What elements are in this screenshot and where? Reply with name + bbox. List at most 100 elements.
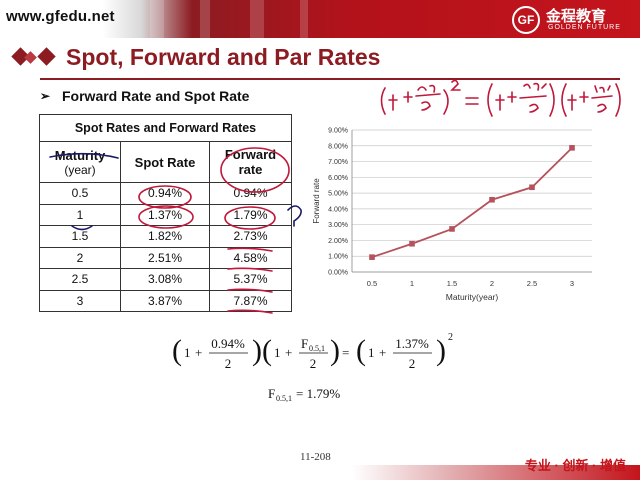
ink-glyph [523, 82, 547, 91]
formula-numerator: 1.37% [395, 336, 429, 351]
header-stripe [250, 0, 264, 38]
table-cell: 1.5 [39, 225, 121, 248]
table-cell: 0.94% [120, 182, 210, 205]
ink-fraction [591, 95, 613, 99]
ink-paren [561, 83, 567, 117]
data-point [529, 184, 535, 191]
logo-english-name: GOLDEN FUTURE [548, 24, 621, 31]
formula-plus: + [379, 345, 386, 360]
formula-paren: ( [172, 334, 182, 367]
data-point [449, 226, 455, 232]
series-line [371, 147, 573, 259]
footer-bar [0, 465, 640, 480]
ink-glyph [421, 101, 431, 111]
result-forward-var: F [268, 386, 275, 401]
ink-glyph [529, 103, 539, 113]
y-tick-label: 9.00% [328, 128, 348, 135]
y-tick-label: 4.00% [328, 206, 348, 213]
table-cell: 2.51% [120, 246, 210, 269]
ink-paren [549, 83, 555, 117]
ink-glyph [388, 94, 398, 111]
ink-glyph [495, 94, 505, 111]
x-tick-label: 1.5 [447, 279, 457, 288]
data-point [489, 196, 495, 203]
table-cell: 7.87% [209, 289, 292, 312]
formula-paren: ) [252, 334, 262, 367]
table-row: 2 2.51% 4.58% [39, 246, 292, 269]
table-cell: 0.94% [209, 182, 292, 205]
header-line: rate [238, 162, 263, 177]
data-point [369, 254, 375, 260]
formula-numerator: 0.94% [211, 336, 245, 351]
x-tick-label: 0.5 [367, 279, 377, 288]
data-point [569, 145, 575, 151]
formula-plus: + [285, 345, 292, 360]
formula-denominator: 2 [225, 356, 232, 371]
result-value: = 1.79% [296, 386, 340, 401]
formula-paren: ( [356, 334, 366, 367]
table-cell: 1.82% [120, 225, 210, 248]
y-tick-label: 2.00% [328, 238, 348, 245]
x-tick-label: 2 [490, 279, 494, 288]
result-subscript: 0.5,1 [276, 394, 292, 403]
ink-fraction [415, 93, 441, 97]
y-tick-label: 5.00% [328, 191, 348, 198]
formula-plus: + [195, 345, 202, 360]
table-row: 3 3.87% 7.87% [39, 289, 292, 312]
header-stripe [150, 0, 164, 38]
table-row: 1.5 1.82% 2.73% [39, 225, 292, 248]
formula-one: 1 [184, 345, 191, 360]
table-caption: Spot Rates and Forward Rates [39, 114, 292, 142]
brand-logo: GF 金程教育 GOLDEN FUTURE [512, 4, 632, 38]
table-cell: 1 [39, 203, 121, 226]
formula-paren: ) [330, 334, 340, 367]
table-cell: 0.5 [39, 182, 121, 205]
table-cell: 5.37% [209, 268, 292, 291]
formula-exponent: 2 [448, 332, 453, 343]
table-cell: 2 [39, 246, 121, 269]
y-axis-title: Forward rate [312, 178, 321, 224]
table-cell: 1.79% [209, 203, 292, 226]
formula-denominator: 2 [409, 356, 416, 371]
header-line: (year) [64, 162, 96, 177]
rates-table: Spot Rates and Forward Rates Maturity (y… [39, 114, 292, 312]
header-line: Spot Rate [134, 154, 196, 170]
forward-rate-chart: 0.00% 1.00% 2.00% 3.00% 4.00% 5.00% 6.00% 7.00%… [312, 128, 592, 302]
formula-denominator: 2 [310, 356, 317, 371]
header-line: Forward [224, 147, 277, 162]
bullet-text: Forward Rate and Spot Rate [62, 88, 250, 104]
x-axis-title: Maturity(year) [446, 292, 499, 302]
logo-chinese-name: 金程教育 [546, 8, 607, 25]
formula-equals: = [342, 345, 349, 360]
x-tick-label: 3 [570, 279, 574, 288]
slide-title: Spot, Forward and Par Rates [66, 44, 381, 70]
bullet-arrow-icon: ➢ [40, 89, 51, 103]
table-cell: 1.37% [120, 203, 210, 226]
logo-badge: GF [512, 6, 540, 34]
table-cell: 3.87% [120, 289, 210, 312]
formula-forward-var: F [301, 336, 308, 351]
y-tick-label: 6.00% [328, 175, 348, 182]
formula-paren: ) [436, 334, 446, 367]
ink-paren [615, 83, 621, 117]
site-url[interactable]: www.gfedu.net [6, 8, 115, 25]
table-row: 0.5 0.94% 0.94% [39, 182, 292, 205]
header-stripe [200, 0, 210, 38]
y-tick-label: 8.00% [328, 143, 348, 150]
header-stripe [300, 0, 308, 38]
table-header-spot: Spot Rate [120, 141, 210, 183]
formula-subscript: 0.5,1 [309, 344, 325, 353]
ink-equals [465, 97, 479, 105]
ink-paren [487, 83, 493, 117]
ink-fraction [519, 95, 547, 99]
table-cell: 2.5 [39, 268, 121, 291]
ink-glyph [403, 91, 413, 103]
y-tick-label: 7.00% [328, 159, 348, 166]
y-tick-label: 0.00% [328, 270, 348, 277]
ink-exponent [450, 79, 461, 91]
page-number: 11-208 [300, 451, 331, 463]
formula-one: 1 [274, 345, 281, 360]
table-cell: 2.73% [209, 225, 292, 248]
ink-glyph [507, 91, 517, 103]
formula-paren: ( [262, 334, 272, 367]
